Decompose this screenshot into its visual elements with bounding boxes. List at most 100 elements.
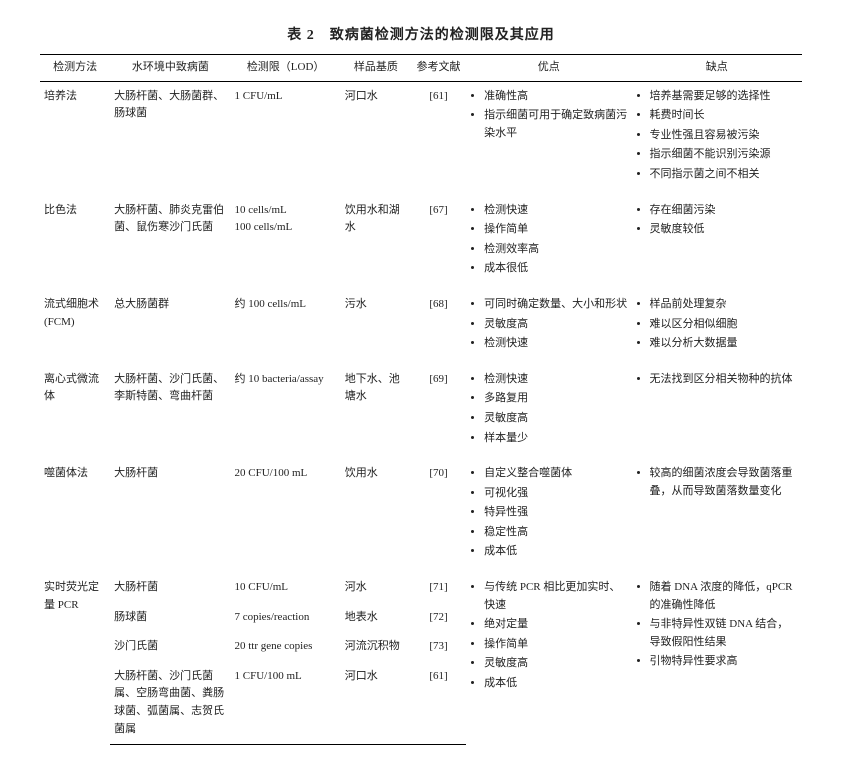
table-body: 培养法大肠杆菌、大肠菌群、肠球菌1 CFU/mL河口水[61]准确性高指示细菌可… [40,81,802,745]
list-item: 可同时确定数量、大小和形状 [484,296,627,314]
bullet-list: 样品前处理复杂难以区分相似细胞难以分析大数据量 [636,296,799,353]
table-row: 噬菌体法大肠杆菌20 CFU/100 mL饮用水[70]自定义整合噬菌体可视化强… [40,455,802,569]
cell-cons: 较高的细菌浓度会导致菌落重叠，从而导致菌落数量变化 [632,455,803,569]
cell-matrix: 河流沉积物 [341,632,411,662]
list-item: 操作简单 [484,221,627,239]
cell-pathogen: 大肠杆菌、沙门氏菌属、空肠弯曲菌、粪肠球菌、弧菌属、志贺氏菌属 [110,662,230,745]
cell-pros: 自定义整合噬菌体可视化强特异性强稳定性高成本低 [466,455,631,569]
table-row: 流式细胞术(FCM)总大肠菌群约 100 cells/mL污水[68]可同时确定… [40,286,802,361]
cell-method: 培养法 [40,81,110,191]
list-item: 灵敏度较低 [650,221,799,239]
cell-pathogen: 大肠杆菌、大肠菌群、肠球菌 [110,81,230,191]
table-caption: 表 2 致病菌检测方法的检测限及其应用 [40,24,802,44]
cell-matrix: 河口水 [341,662,411,745]
cell-method: 比色法 [40,192,110,286]
list-item: 无法找到区分相关物种的抗体 [650,371,799,389]
col-lod: 检测限（LOD） [230,55,340,82]
list-item: 成本低 [484,675,627,693]
cell-method: 流式细胞术(FCM) [40,286,110,361]
cell-matrix: 饮用水 [341,455,411,569]
list-item: 不同指示菌之间不相关 [650,166,799,184]
cell-lod: 约 100 cells/mL [230,286,340,361]
cell-matrix: 地下水、池塘水 [341,361,411,455]
list-item: 难以区分相似细胞 [650,316,799,334]
list-item: 检测效率高 [484,241,627,259]
list-item: 灵敏度高 [484,316,627,334]
list-item: 较高的细菌浓度会导致菌落重叠，从而导致菌落数量变化 [650,465,799,500]
cell-pathogen: 大肠杆菌、肺炎克雷伯菌、鼠伤寒沙门氏菌 [110,192,230,286]
bullet-list: 检测快速多路复用灵敏度高样本量少 [470,371,627,447]
cell-matrix: 河口水 [341,81,411,191]
cell-cons: 无法找到区分相关物种的抗体 [632,361,803,455]
cell-ref: [61] [411,81,466,191]
cell-method: 离心式微流体 [40,361,110,455]
bullet-list: 可同时确定数量、大小和形状灵敏度高检测快速 [470,296,627,353]
cell-lod: 10 CFU/mL [230,569,340,603]
list-item: 稳定性高 [484,524,627,542]
list-item: 多路复用 [484,390,627,408]
cell-lod: 1 CFU/100 mL [230,662,340,745]
bullet-list: 准确性高指示细菌可用于确定致病菌污染水平 [470,88,627,143]
cell-pros: 与传统 PCR 相比更加实时、快速绝对定量操作简单灵敏度高成本低 [466,569,631,745]
cell-cons: 培养基需要足够的选择性耗费时间长专业性强且容易被污染指示细菌不能识别污染源不同指… [632,81,803,191]
list-item: 培养基需要足够的选择性 [650,88,799,106]
cell-method: 实时荧光定量 PCR [40,569,110,745]
list-item: 样本量少 [484,430,627,448]
list-item: 指示细菌不能识别污染源 [650,146,799,164]
cell-pathogen: 大肠杆菌 [110,569,230,603]
list-item: 自定义整合噬菌体 [484,465,627,483]
cell-ref: [72] [411,603,466,633]
cell-method: 噬菌体法 [40,455,110,569]
bullet-list: 较高的细菌浓度会导致菌落重叠，从而导致菌落数量变化 [636,465,799,500]
list-item: 灵敏度高 [484,655,627,673]
cell-ref: [61] [411,662,466,745]
cell-lod: 约 10 bacteria/assay [230,361,340,455]
col-pros: 优点 [466,55,631,82]
list-item: 特异性强 [484,504,627,522]
cell-pathogen: 大肠杆菌 [110,455,230,569]
cell-ref: [71] [411,569,466,603]
list-item: 绝对定量 [484,616,627,634]
list-item: 专业性强且容易被污染 [650,127,799,145]
bullet-list: 无法找到区分相关物种的抗体 [636,371,799,389]
list-item: 可视化强 [484,485,627,503]
cell-lod: 10 cells/mL100 cells/mL [230,192,340,286]
cell-pros: 可同时确定数量、大小和形状灵敏度高检测快速 [466,286,631,361]
cell-cons: 随着 DNA 浓度的降低，qPCR 的准确性降低与非特异性双链 DNA 结合，导… [632,569,803,745]
cell-lod: 7 copies/reaction [230,603,340,633]
cell-pathogen: 总大肠菌群 [110,286,230,361]
list-item: 检测快速 [484,202,627,220]
table-row: 实时荧光定量 PCR大肠杆菌10 CFU/mL河水[71]与传统 PCR 相比更… [40,569,802,603]
cell-cons: 存在细菌污染灵敏度较低 [632,192,803,286]
cell-cons: 样品前处理复杂难以区分相似细胞难以分析大数据量 [632,286,803,361]
bullet-list: 随着 DNA 浓度的降低，qPCR 的准确性降低与非特异性双链 DNA 结合，导… [636,579,799,671]
list-item: 检测快速 [484,335,627,353]
cell-ref: [69] [411,361,466,455]
bullet-list: 与传统 PCR 相比更加实时、快速绝对定量操作简单灵敏度高成本低 [470,579,627,693]
list-item: 引物特异性要求高 [650,653,799,671]
cell-pros: 准确性高指示细菌可用于确定致病菌污染水平 [466,81,631,191]
cell-lod: 20 CFU/100 mL [230,455,340,569]
bullet-list: 存在细菌污染灵敏度较低 [636,202,799,239]
list-item: 指示细菌可用于确定致病菌污染水平 [484,107,627,142]
bullet-list: 检测快速操作简单检测效率高成本很低 [470,202,627,278]
list-item: 样品前处理复杂 [650,296,799,314]
col-pathogen: 水环境中致病菌 [110,55,230,82]
list-item: 准确性高 [484,88,627,106]
cell-matrix: 饮用水和湖水 [341,192,411,286]
list-item: 成本低 [484,543,627,561]
cell-pathogen: 大肠杆菌、沙门氏菌、李斯特菌、弯曲杆菌 [110,361,230,455]
list-item: 存在细菌污染 [650,202,799,220]
col-ref: 参考文献 [411,55,466,82]
cell-matrix: 河水 [341,569,411,603]
cell-pathogen: 沙门氏菌 [110,632,230,662]
list-item: 检测快速 [484,371,627,389]
bullet-list: 培养基需要足够的选择性耗费时间长专业性强且容易被污染指示细菌不能识别污染源不同指… [636,88,799,184]
cell-matrix: 地表水 [341,603,411,633]
list-item: 与非特异性双链 DNA 结合，导致假阳性结果 [650,616,799,651]
methods-table: 检测方法 水环境中致病菌 检测限（LOD） 样品基质 参考文献 优点 缺点 培养… [40,54,802,745]
list-item: 与传统 PCR 相比更加实时、快速 [484,579,627,614]
cell-lod: 1 CFU/mL [230,81,340,191]
col-method: 检测方法 [40,55,110,82]
cell-pros: 检测快速多路复用灵敏度高样本量少 [466,361,631,455]
